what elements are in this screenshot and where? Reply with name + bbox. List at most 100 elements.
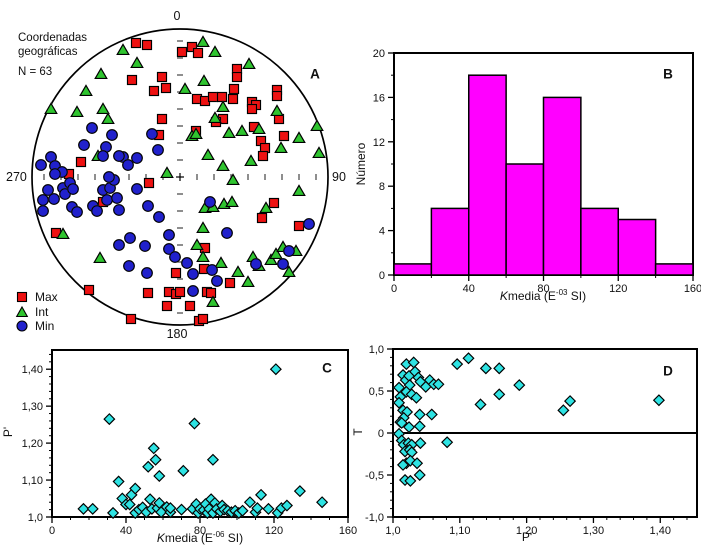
axis-ticks: 0 40 80 120 160 0 4 8 12 16 20: [373, 48, 701, 295]
scatter-points: [393, 352, 665, 487]
legend-row-int: Int: [15, 304, 58, 319]
data-point-diamond: [413, 420, 426, 433]
stereonet-panel-canvas: [31, 28, 329, 327]
data-point-square: [142, 287, 154, 299]
histogram-bar: [393, 263, 433, 276]
data-point-diamond: [479, 362, 492, 375]
x-tick-label: 0: [49, 525, 55, 537]
data-point-circle: [122, 159, 134, 171]
data-point-diamond: [493, 388, 506, 401]
data-point-diamond: [147, 442, 160, 455]
data-point-square: [143, 177, 155, 189]
data-point-triangle: [222, 126, 236, 138]
y-tick-label: 12: [373, 137, 385, 149]
data-point-diamond: [513, 379, 526, 392]
histogram-panel-canvas: 0 40 80 120 160 0 4 8 12 16 20: [373, 48, 701, 295]
data-point-square: [156, 71, 168, 83]
x-tick-label: 1,30: [583, 525, 604, 537]
data-point-circle: [139, 240, 151, 252]
data-point-diamond: [493, 362, 506, 375]
data-point-triangle: [196, 250, 210, 262]
data-point-circle: [163, 243, 175, 255]
scatter-d-x-axis-label: P': [521, 530, 533, 544]
data-point-triangle: [274, 141, 288, 153]
data-point-circle: [49, 168, 61, 180]
compass-label-west: 270: [6, 170, 27, 184]
data-point-circle: [37, 194, 49, 206]
legend-marker: [15, 305, 29, 317]
data-point-diamond: [77, 502, 90, 515]
data-point-diamond: [462, 352, 475, 365]
data-point-square: [170, 267, 182, 279]
data-point-square: [126, 74, 138, 86]
y-tick-label: -1,0: [365, 512, 384, 524]
center-cross-icon: [176, 173, 184, 181]
data-point-triangle: [252, 122, 266, 134]
data-point-square: [257, 150, 269, 162]
data-point-circle: [131, 152, 143, 164]
x-tick-label: 80: [194, 525, 206, 537]
data-point-triangle: [160, 166, 174, 178]
data-point-circle: [277, 258, 289, 270]
data-point-diamond: [144, 493, 157, 506]
data-point-diamond: [129, 482, 142, 495]
data-point-square: [271, 90, 283, 102]
data-point-circle: [141, 267, 153, 279]
data-point-diamond: [397, 458, 410, 471]
data-point-triangle: [216, 159, 230, 171]
data-point-square: [160, 82, 172, 94]
data-point-triangle: [208, 45, 222, 57]
data-point-triangle: [244, 154, 258, 166]
x-tick-label: 120: [265, 525, 283, 537]
data-point-diamond: [255, 488, 268, 501]
data-point-circle: [97, 150, 109, 162]
min-circle-icon: [16, 320, 28, 332]
legend-label-int: Int: [35, 304, 49, 319]
data-point-circle: [187, 268, 199, 280]
data-point-circle: [221, 227, 233, 239]
data-point-diamond: [293, 485, 306, 498]
histogram-bar: [542, 96, 582, 276]
histogram-x-axis-label: Kmedia (E-03 SI): [443, 288, 643, 303]
data-point-diamond: [403, 421, 416, 434]
data-point-triangle: [94, 67, 108, 79]
y-tick-label: -0,5: [365, 470, 384, 482]
data-point-circle: [146, 128, 158, 140]
data-point-triangle: [282, 265, 296, 277]
data-point-circle: [169, 251, 181, 263]
y-tick-label: 1,40: [22, 364, 43, 376]
data-point-triangle: [264, 253, 278, 265]
data-point-square: [161, 300, 173, 312]
data-point-triangle: [178, 82, 192, 94]
stereonet-title-line2: geográficas: [18, 46, 78, 58]
data-point-triangle: [292, 131, 306, 143]
data-point-circle: [250, 258, 262, 270]
x-tick-label: 40: [120, 525, 132, 537]
data-point-diamond: [262, 502, 275, 515]
histogram-bar: [617, 218, 657, 276]
x-tick-label: 1,10: [449, 525, 470, 537]
data-point-triangle: [312, 146, 326, 158]
data-point-triangle: [269, 247, 283, 259]
k-italic: K: [499, 289, 508, 303]
data-point-diamond: [404, 474, 417, 487]
scatter-d-panel-canvas: 1,0 1,10 1,20 1,30 1,40 1,0 0,5 0 -0,5 -1,0: [365, 344, 698, 537]
data-point-diamond: [652, 394, 665, 407]
k-italic: K: [156, 531, 165, 545]
histogram-bar: [505, 163, 545, 276]
x-tick-label: 1,20: [516, 525, 537, 537]
data-point-triangle: [79, 84, 93, 96]
data-point-square: [148, 85, 160, 97]
data-point-circle: [113, 239, 125, 251]
data-point-square: [197, 313, 209, 325]
data-point-triangle: [196, 35, 210, 47]
data-point-circle: [71, 206, 83, 218]
data-point-diamond: [395, 416, 408, 429]
data-point-circle: [204, 196, 216, 208]
series-max: [50, 37, 305, 327]
data-point-diamond: [206, 453, 219, 466]
data-point-triangle: [206, 295, 220, 307]
data-point-square: [130, 37, 142, 49]
histogram-bar: [580, 207, 619, 276]
y-tick-label: 1,10: [22, 475, 43, 487]
